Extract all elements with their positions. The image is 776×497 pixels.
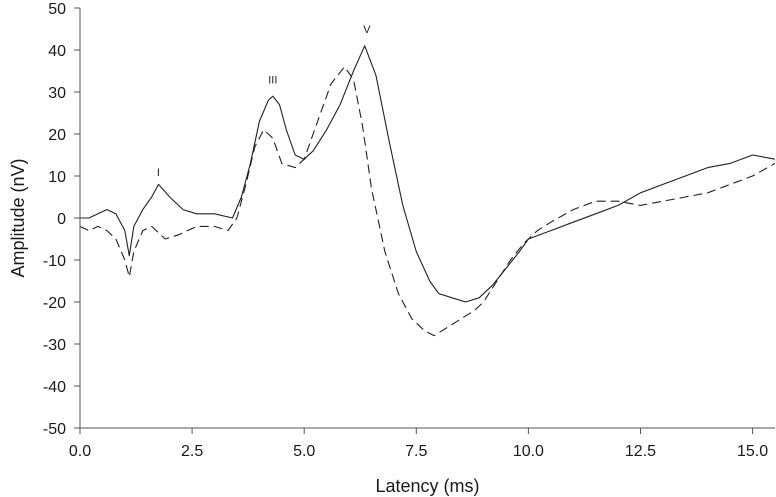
peak-label: III	[268, 75, 277, 87]
x-tick-label: 5.0	[293, 443, 315, 460]
x-axis-ticks: 0.0 2.5 5.0 7.5 10.0 12.5 15.0	[69, 428, 768, 460]
y-tick-label: 10	[48, 169, 66, 186]
y-tick-label: -30	[43, 337, 66, 354]
y-tick-label: 50	[48, 1, 66, 18]
y-tick-label: 0	[57, 211, 66, 228]
y-tick-label: -20	[43, 295, 66, 312]
y-tick-label: 20	[48, 127, 66, 144]
y-tick-label: 30	[48, 85, 66, 102]
y-tick-label: -10	[43, 253, 66, 270]
x-axis-title: Latency (ms)	[375, 476, 479, 496]
y-axis-ticks: -50 -40 -30 -20 -10 0 10 20 30 40 50	[43, 1, 80, 438]
y-tick-label: -50	[43, 421, 66, 438]
series-layer	[79, 45, 776, 337]
x-tick-label: 2.5	[181, 443, 203, 460]
x-tick-label: 12.5	[625, 443, 656, 460]
series-line-solid	[80, 45, 776, 303]
y-axis-title: Amplitude (nV)	[8, 158, 28, 277]
y-tick-label: 40	[48, 43, 66, 60]
x-tick-label: 0.0	[69, 443, 91, 460]
peak-label: I	[157, 167, 160, 179]
x-tick-label: 10.0	[513, 443, 544, 460]
y-tick-label: -40	[43, 379, 66, 396]
series-line-dashed	[79, 66, 776, 337]
x-tick-label: 7.5	[405, 443, 427, 460]
peak-label: V	[363, 24, 371, 36]
x-tick-label: 15.0	[737, 443, 768, 460]
